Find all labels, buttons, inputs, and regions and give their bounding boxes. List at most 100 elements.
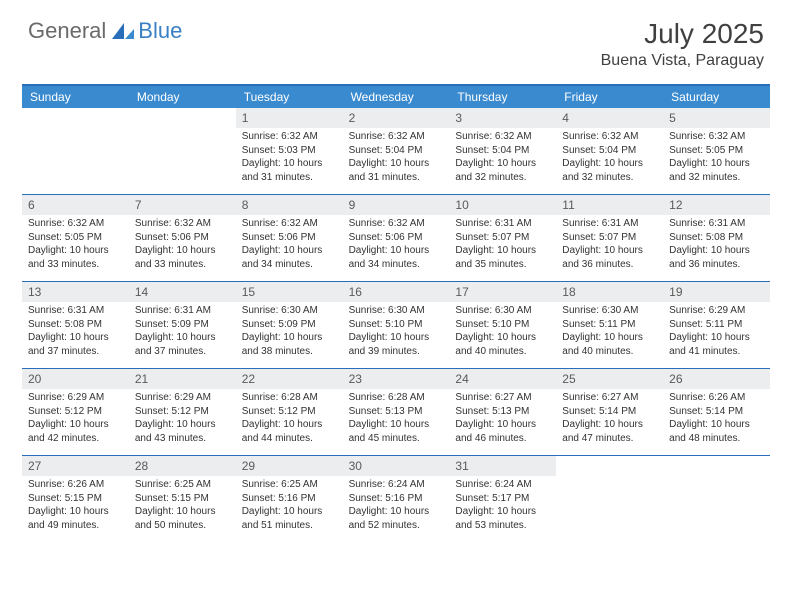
calendar-cell: 27Sunrise: 6:26 AMSunset: 5:15 PMDayligh… <box>22 456 129 542</box>
cell-body: Sunrise: 6:29 AMSunset: 5:11 PMDaylight:… <box>663 302 770 362</box>
sunrise-text: Sunrise: 6:27 AM <box>455 391 550 405</box>
calendar-cell: 10Sunrise: 6:31 AMSunset: 5:07 PMDayligh… <box>449 195 556 281</box>
cell-body: Sunrise: 6:31 AMSunset: 5:08 PMDaylight:… <box>663 215 770 275</box>
sunset-text: Sunset: 5:17 PM <box>455 492 550 506</box>
calendar-cell: 25Sunrise: 6:27 AMSunset: 5:14 PMDayligh… <box>556 369 663 455</box>
weeks-grid: 1Sunrise: 6:32 AMSunset: 5:03 PMDaylight… <box>22 108 770 542</box>
sunset-text: Sunset: 5:03 PM <box>242 144 337 158</box>
sunset-text: Sunset: 5:12 PM <box>28 405 123 419</box>
cell-body: Sunrise: 6:31 AMSunset: 5:08 PMDaylight:… <box>22 302 129 362</box>
sunrise-text: Sunrise: 6:32 AM <box>455 130 550 144</box>
day-number: 12 <box>663 195 770 215</box>
calendar-cell: 2Sunrise: 6:32 AMSunset: 5:04 PMDaylight… <box>343 108 450 194</box>
cell-body: Sunrise: 6:32 AMSunset: 5:04 PMDaylight:… <box>343 128 450 188</box>
day-number: 20 <box>22 369 129 389</box>
day-number: 15 <box>236 282 343 302</box>
daylight-text: Daylight: 10 hours and 33 minutes. <box>135 244 230 271</box>
calendar-cell: 1Sunrise: 6:32 AMSunset: 5:03 PMDaylight… <box>236 108 343 194</box>
calendar-cell <box>129 108 236 194</box>
day-number: 16 <box>343 282 450 302</box>
daylight-text: Daylight: 10 hours and 39 minutes. <box>349 331 444 358</box>
day-number: 23 <box>343 369 450 389</box>
daylight-text: Daylight: 10 hours and 45 minutes. <box>349 418 444 445</box>
calendar-cell: 30Sunrise: 6:24 AMSunset: 5:16 PMDayligh… <box>343 456 450 542</box>
calendar-cell: 29Sunrise: 6:25 AMSunset: 5:16 PMDayligh… <box>236 456 343 542</box>
sunset-text: Sunset: 5:14 PM <box>562 405 657 419</box>
sunset-text: Sunset: 5:15 PM <box>135 492 230 506</box>
sunrise-text: Sunrise: 6:29 AM <box>669 304 764 318</box>
day-number: 26 <box>663 369 770 389</box>
sunrise-text: Sunrise: 6:31 AM <box>28 304 123 318</box>
day-number: 18 <box>556 282 663 302</box>
sunset-text: Sunset: 5:12 PM <box>242 405 337 419</box>
day-number: 14 <box>129 282 236 302</box>
cell-body: Sunrise: 6:26 AMSunset: 5:15 PMDaylight:… <box>22 476 129 536</box>
daylight-text: Daylight: 10 hours and 32 minutes. <box>669 157 764 184</box>
weekday-label: Tuesday <box>236 86 343 108</box>
calendar: Sunday Monday Tuesday Wednesday Thursday… <box>22 84 770 542</box>
calendar-cell: 28Sunrise: 6:25 AMSunset: 5:15 PMDayligh… <box>129 456 236 542</box>
day-number: 5 <box>663 108 770 128</box>
daylight-text: Daylight: 10 hours and 44 minutes. <box>242 418 337 445</box>
day-number: 3 <box>449 108 556 128</box>
calendar-cell: 16Sunrise: 6:30 AMSunset: 5:10 PMDayligh… <box>343 282 450 368</box>
brand-part2: Blue <box>138 18 182 44</box>
sunset-text: Sunset: 5:06 PM <box>349 231 444 245</box>
calendar-cell: 24Sunrise: 6:27 AMSunset: 5:13 PMDayligh… <box>449 369 556 455</box>
weekday-label: Sunday <box>22 86 129 108</box>
sunset-text: Sunset: 5:13 PM <box>349 405 444 419</box>
sunset-text: Sunset: 5:04 PM <box>349 144 444 158</box>
cell-body: Sunrise: 6:31 AMSunset: 5:07 PMDaylight:… <box>556 215 663 275</box>
weekday-label: Thursday <box>449 86 556 108</box>
calendar-cell: 6Sunrise: 6:32 AMSunset: 5:05 PMDaylight… <box>22 195 129 281</box>
cell-body: Sunrise: 6:30 AMSunset: 5:10 PMDaylight:… <box>343 302 450 362</box>
daylight-text: Daylight: 10 hours and 42 minutes. <box>28 418 123 445</box>
cell-body: Sunrise: 6:30 AMSunset: 5:09 PMDaylight:… <box>236 302 343 362</box>
day-number: 7 <box>129 195 236 215</box>
daylight-text: Daylight: 10 hours and 53 minutes. <box>455 505 550 532</box>
calendar-cell: 9Sunrise: 6:32 AMSunset: 5:06 PMDaylight… <box>343 195 450 281</box>
calendar-cell: 15Sunrise: 6:30 AMSunset: 5:09 PMDayligh… <box>236 282 343 368</box>
cell-body: Sunrise: 6:28 AMSunset: 5:13 PMDaylight:… <box>343 389 450 449</box>
calendar-cell: 20Sunrise: 6:29 AMSunset: 5:12 PMDayligh… <box>22 369 129 455</box>
calendar-cell: 11Sunrise: 6:31 AMSunset: 5:07 PMDayligh… <box>556 195 663 281</box>
calendar-cell: 8Sunrise: 6:32 AMSunset: 5:06 PMDaylight… <box>236 195 343 281</box>
sunset-text: Sunset: 5:06 PM <box>242 231 337 245</box>
sunset-text: Sunset: 5:11 PM <box>562 318 657 332</box>
sunset-text: Sunset: 5:06 PM <box>135 231 230 245</box>
day-number: 1 <box>236 108 343 128</box>
day-number: 13 <box>22 282 129 302</box>
sunrise-text: Sunrise: 6:29 AM <box>135 391 230 405</box>
sunrise-text: Sunrise: 6:26 AM <box>669 391 764 405</box>
day-number: 2 <box>343 108 450 128</box>
daylight-text: Daylight: 10 hours and 38 minutes. <box>242 331 337 358</box>
calendar-cell: 17Sunrise: 6:30 AMSunset: 5:10 PMDayligh… <box>449 282 556 368</box>
day-number: 4 <box>556 108 663 128</box>
calendar-cell: 22Sunrise: 6:28 AMSunset: 5:12 PMDayligh… <box>236 369 343 455</box>
day-number: 6 <box>22 195 129 215</box>
cell-body: Sunrise: 6:32 AMSunset: 5:03 PMDaylight:… <box>236 128 343 188</box>
calendar-week: 20Sunrise: 6:29 AMSunset: 5:12 PMDayligh… <box>22 368 770 455</box>
calendar-cell: 19Sunrise: 6:29 AMSunset: 5:11 PMDayligh… <box>663 282 770 368</box>
sunrise-text: Sunrise: 6:28 AM <box>242 391 337 405</box>
day-number: 9 <box>343 195 450 215</box>
calendar-cell: 31Sunrise: 6:24 AMSunset: 5:17 PMDayligh… <box>449 456 556 542</box>
sunset-text: Sunset: 5:11 PM <box>669 318 764 332</box>
daylight-text: Daylight: 10 hours and 37 minutes. <box>135 331 230 358</box>
sunrise-text: Sunrise: 6:30 AM <box>349 304 444 318</box>
sunset-text: Sunset: 5:15 PM <box>28 492 123 506</box>
daylight-text: Daylight: 10 hours and 31 minutes. <box>242 157 337 184</box>
cell-body: Sunrise: 6:32 AMSunset: 5:06 PMDaylight:… <box>343 215 450 275</box>
sunset-text: Sunset: 5:05 PM <box>669 144 764 158</box>
sail-icon <box>110 21 136 41</box>
day-number: 11 <box>556 195 663 215</box>
weekday-label: Friday <box>556 86 663 108</box>
calendar-cell: 3Sunrise: 6:32 AMSunset: 5:04 PMDaylight… <box>449 108 556 194</box>
calendar-cell <box>663 456 770 542</box>
day-number: 24 <box>449 369 556 389</box>
cell-body: Sunrise: 6:25 AMSunset: 5:16 PMDaylight:… <box>236 476 343 536</box>
sunrise-text: Sunrise: 6:32 AM <box>242 130 337 144</box>
brand-part1: General <box>28 18 106 44</box>
day-number: 21 <box>129 369 236 389</box>
header: General Blue July 2025 Buena Vista, Para… <box>0 0 792 78</box>
